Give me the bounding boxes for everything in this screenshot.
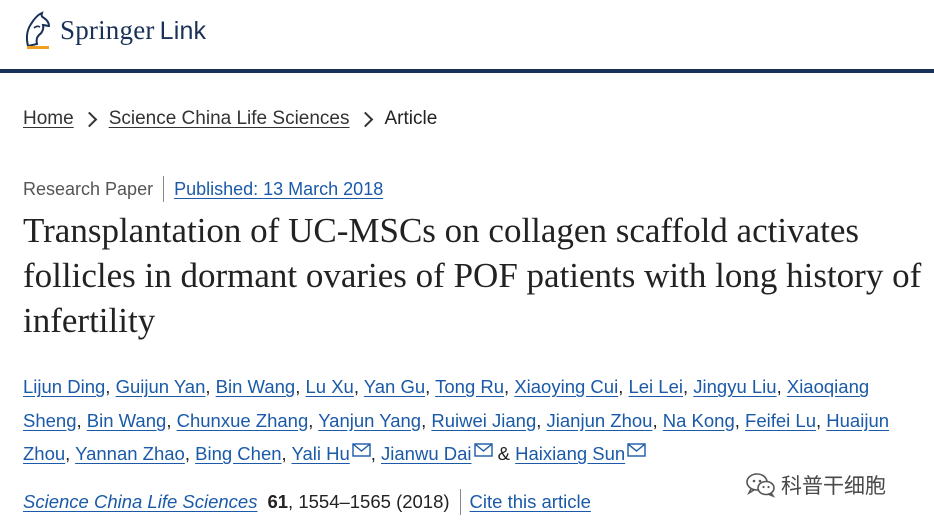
logo-wordmark: Springer Link xyxy=(60,15,206,46)
author-link[interactable]: Ruiwei Jiang xyxy=(431,409,537,431)
author-link[interactable]: Jingyu Liu xyxy=(693,376,777,397)
author-link[interactable]: Jianjun Zhou xyxy=(546,409,653,431)
springer-horse-icon xyxy=(26,11,51,49)
breadcrumb: Home Science China Life Sciences Article xyxy=(23,108,437,130)
email-icon[interactable] xyxy=(627,443,646,457)
journal-link[interactable]: Science China Life Sciences xyxy=(23,491,258,512)
chevron-right-icon xyxy=(357,111,373,127)
author-link[interactable]: Yali Hu xyxy=(291,443,350,464)
author-link[interactable]: Feifei Lu xyxy=(745,409,816,431)
logo-sub-text: Link xyxy=(159,16,207,45)
author-link[interactable]: Yannan Zhao xyxy=(75,443,185,464)
article-meta: Research Paper Published: 13 March 2018 xyxy=(23,176,383,202)
chevron-right-icon xyxy=(81,111,97,127)
author-link[interactable]: Na Kong xyxy=(662,409,735,431)
author-link[interactable]: Bin Wang xyxy=(86,409,167,431)
author-link[interactable]: Guijun Yan xyxy=(115,376,206,397)
meta-divider xyxy=(163,176,165,202)
watermark-text: 科普干细胞 xyxy=(781,475,886,498)
author-link[interactable]: Haixiang Sun xyxy=(515,443,626,464)
wechat-watermark: 科普干细胞 xyxy=(745,470,886,500)
breadcrumb-home-link[interactable]: Home xyxy=(23,108,74,129)
logo-main-text: Springer xyxy=(60,14,155,45)
site-header: Springer Link xyxy=(0,0,934,73)
author-list: Lijun Ding, Guijun Yan, Bin Wang, Lu Xu,… xyxy=(23,376,890,465)
author-link[interactable]: Yanjun Yang xyxy=(318,409,422,431)
wechat-icon xyxy=(746,473,776,498)
author-link[interactable]: Lu Xu xyxy=(305,376,354,397)
springer-link-logo[interactable]: Springer Link xyxy=(22,10,206,50)
author-link[interactable]: Xiaoqiang Sheng xyxy=(23,376,870,431)
breadcrumb-journal-link[interactable]: Science China Life Sciences xyxy=(108,108,350,129)
author-link[interactable]: Chunxue Zhang xyxy=(176,409,309,431)
author-link[interactable]: Lijun Ding xyxy=(23,376,106,397)
author-link[interactable]: Xiaoying Cui xyxy=(514,376,619,397)
author-link[interactable]: Huaijun Zhou xyxy=(23,409,890,465)
author-link[interactable]: Tong Ru xyxy=(435,376,505,397)
journal-citation: Science China Life Sciences 61 , 1554–15… xyxy=(23,489,591,515)
breadcrumb-current: Article xyxy=(384,108,438,129)
author-link[interactable]: Jianwu Dai xyxy=(381,443,472,464)
author-link[interactable]: Yan Gu xyxy=(363,376,426,397)
journal-volume: 61 xyxy=(267,491,289,512)
published-date-link[interactable]: Published: 13 March 2018 xyxy=(174,178,384,199)
email-icon[interactable] xyxy=(352,443,371,457)
journal-pages: , 1554–1565 (2018) xyxy=(288,491,450,512)
author-link[interactable]: Bing Chen xyxy=(195,443,282,464)
email-icon[interactable] xyxy=(473,443,493,457)
article-title: Transplantation of UC-MSCs on collagen s… xyxy=(23,211,922,340)
author-link[interactable]: Bin Wang xyxy=(215,376,296,397)
author-link[interactable]: Lei Lei xyxy=(628,376,683,397)
header-divider xyxy=(0,69,934,73)
citation-divider xyxy=(459,489,461,515)
cite-this-article-link[interactable]: Cite this article xyxy=(469,491,591,512)
article-type: Research Paper xyxy=(23,178,154,199)
